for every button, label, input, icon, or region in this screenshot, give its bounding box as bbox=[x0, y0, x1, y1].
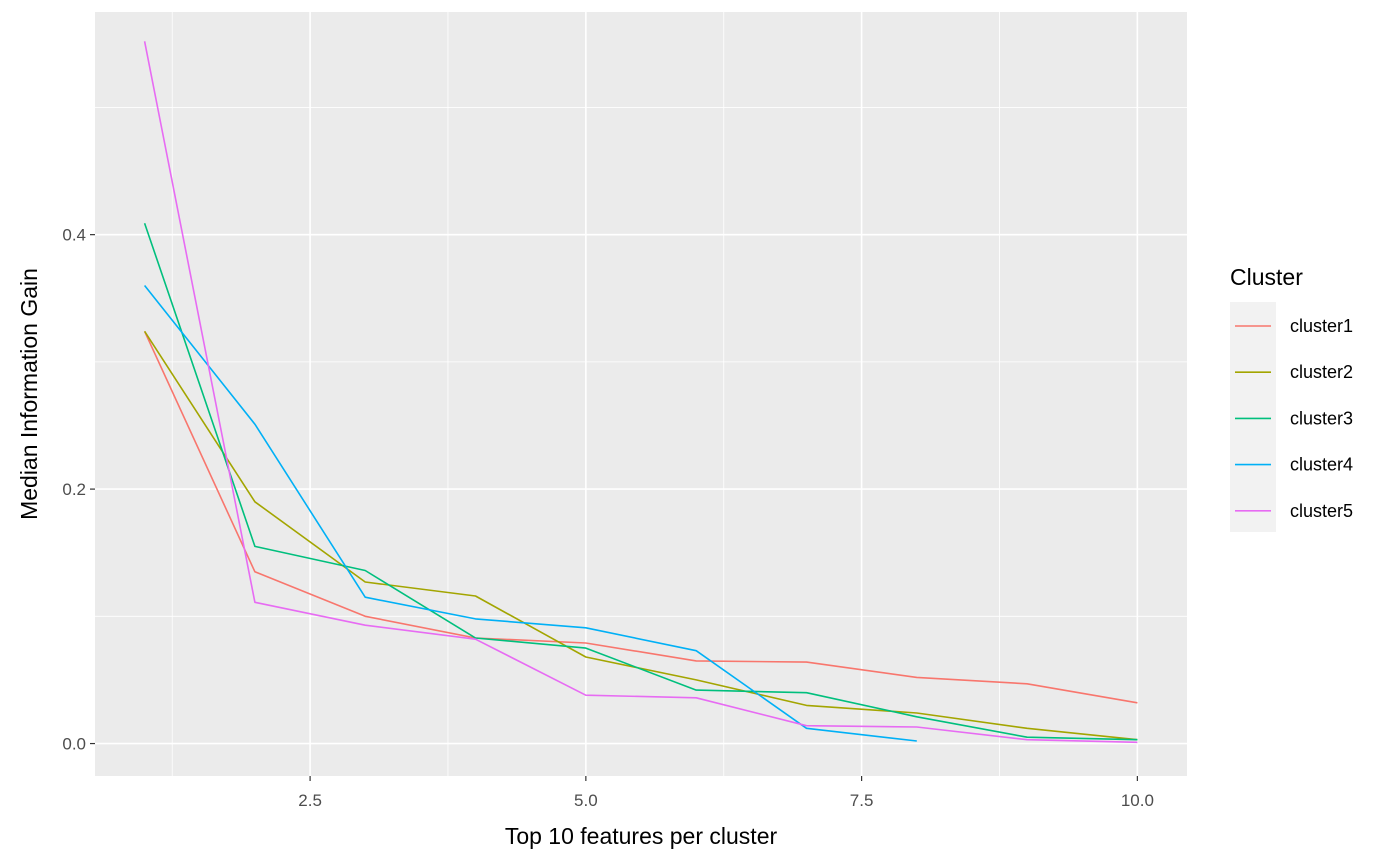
x-tick-label: 5.0 bbox=[574, 791, 598, 810]
legend-label-cluster3: cluster3 bbox=[1290, 408, 1353, 428]
legend-title: Cluster bbox=[1230, 264, 1303, 290]
x-tick-label: 10.0 bbox=[1121, 791, 1154, 810]
legend-items: cluster1 cluster2 cluster3 cluster4 cluster5 bbox=[1235, 316, 1353, 521]
legend-label-cluster1: cluster1 bbox=[1290, 316, 1353, 336]
series-line-cluster5 bbox=[143, 41, 1138, 744]
y-axis-title: Median Information Gain bbox=[16, 268, 42, 520]
plot-panel bbox=[95, 12, 1187, 776]
legend: Cluster cluster1 cluster2 cluster3 cluster4… bbox=[1230, 264, 1353, 532]
series-lines bbox=[143, 41, 1138, 744]
y-tick-label: 0.4 bbox=[62, 226, 86, 245]
legend-label-cluster4: cluster4 bbox=[1290, 455, 1353, 475]
series-line-cluster3 bbox=[143, 222, 1138, 741]
legend-key-background bbox=[1230, 302, 1276, 532]
x-tick-label: 2.5 bbox=[298, 791, 322, 810]
y-tick-label: 0.2 bbox=[62, 480, 86, 499]
x-axis-ticks: 2.5 5.0 7.5 10.0 bbox=[298, 776, 1154, 810]
minor-gridlines bbox=[95, 12, 1187, 776]
series-line-cluster4 bbox=[143, 285, 917, 742]
y-tick-label: 0.0 bbox=[62, 735, 86, 754]
x-tick-label: 7.5 bbox=[850, 791, 874, 810]
major-gridlines bbox=[95, 12, 1187, 776]
y-axis-ticks: 0.0 0.2 0.4 bbox=[62, 226, 95, 754]
series-line-cluster1 bbox=[143, 330, 1138, 704]
x-axis-title: Top 10 features per cluster bbox=[505, 823, 778, 849]
legend-label-cluster5: cluster5 bbox=[1290, 501, 1353, 521]
legend-label-cluster2: cluster2 bbox=[1290, 362, 1353, 382]
